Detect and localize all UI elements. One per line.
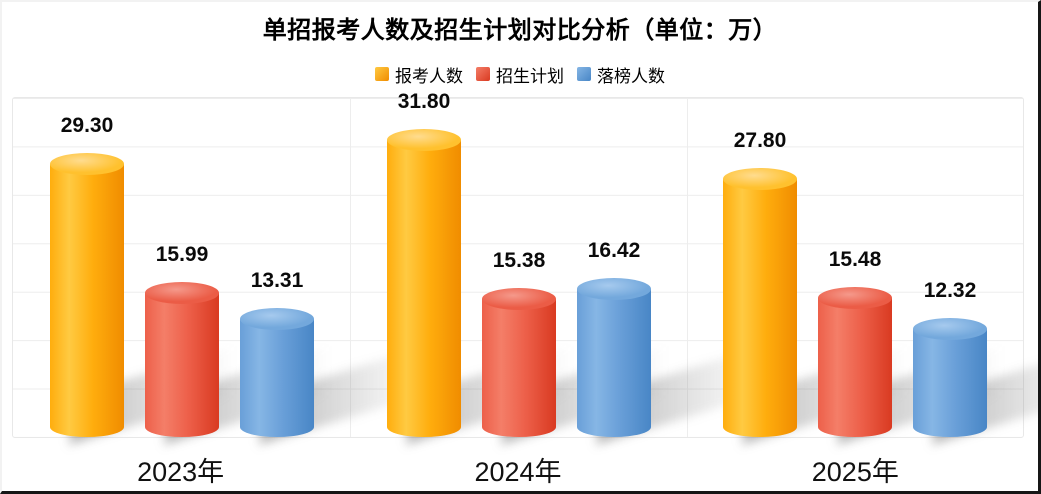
bar-body — [913, 328, 987, 437]
x-axis-labels: 2023年 2024年 2025年 — [2, 450, 1038, 487]
bar-cylinder-enrollment-plan-2025: 15.48 — [818, 248, 1016, 445]
bar-body — [818, 298, 892, 437]
legend-swatch-icon — [577, 67, 591, 81]
bar-top-ellipse — [145, 282, 219, 305]
bar-body — [482, 299, 556, 437]
bar-value-label: 13.31 — [250, 269, 304, 293]
bar-value-label: 15.48 — [828, 248, 882, 272]
bar-value-label: 15.99 — [155, 243, 209, 267]
bar-top-ellipse — [818, 287, 892, 310]
bar-top-ellipse — [387, 129, 461, 151]
legend-label: 报考人数 — [395, 66, 463, 86]
bar-value-label: 15.38 — [492, 249, 546, 273]
bar-cylinder-rejected-2025: 12.32 — [913, 279, 1038, 445]
bar-body — [577, 288, 651, 437]
bar-value-label: 27.80 — [733, 128, 787, 152]
legend-item-rejected: 落榜人数 — [577, 62, 665, 87]
bar-cylinder-enrollment-plan-2023: 15.99 — [145, 243, 343, 445]
bar-body — [387, 140, 461, 437]
bar-value-label: 29.30 — [60, 114, 114, 138]
x-axis-label-2023: 2023年 — [137, 457, 225, 487]
bar-value-label: 31.80 — [397, 90, 451, 113]
bar-top-ellipse — [240, 308, 314, 331]
legend-label: 落榜人数 — [597, 66, 665, 86]
legend-swatch-icon — [375, 67, 389, 81]
bar-top-ellipse — [913, 317, 987, 340]
x-axis-label-2024: 2024年 — [474, 457, 562, 487]
chart-title: 单招报考人数及招生计划对比分析（单位：万） — [262, 17, 778, 44]
bar-top-ellipse — [50, 153, 124, 176]
bar-top-ellipse — [577, 277, 651, 300]
bar-cylinder-enrollment-plan-2024: 15.38 — [482, 249, 680, 445]
bar-top-ellipse — [482, 288, 556, 311]
bar-cylinder-applicants-2025: 27.80 — [723, 129, 921, 445]
vertical-gridline — [687, 98, 688, 437]
legend-item-applicants: 报考人数 — [375, 62, 463, 87]
bar-body — [723, 178, 797, 437]
bar-top-ellipse — [723, 167, 797, 190]
legend-item-enrollment-plan: 招生计划 — [476, 62, 564, 87]
bar-cylinder-rejected-2024: 16.42 — [577, 239, 775, 445]
chart-legend: 报考人数 招生计划 落榜人数 — [2, 62, 1038, 86]
x-axis-label-2025: 2025年 — [811, 457, 899, 487]
bar-body — [240, 319, 314, 437]
bar-cylinder-rejected-2023: 13.31 — [240, 269, 438, 445]
bar-cylinder-applicants-2024: 31.80 — [387, 90, 585, 445]
vertical-gridline — [350, 98, 351, 437]
bar-value-label: 16.42 — [587, 238, 641, 262]
bar-body — [50, 164, 124, 437]
bar-value-label: 12.32 — [923, 278, 977, 302]
legend-swatch-icon — [476, 67, 490, 81]
legend-label: 招生计划 — [496, 66, 564, 86]
plot-area: 29.30 31.80 27.80 15.99 15.38 15.48 13.31 16.42… — [12, 90, 1038, 445]
bar-cylinder-applicants-2023: 29.30 — [50, 114, 248, 445]
bar-body — [145, 293, 219, 437]
